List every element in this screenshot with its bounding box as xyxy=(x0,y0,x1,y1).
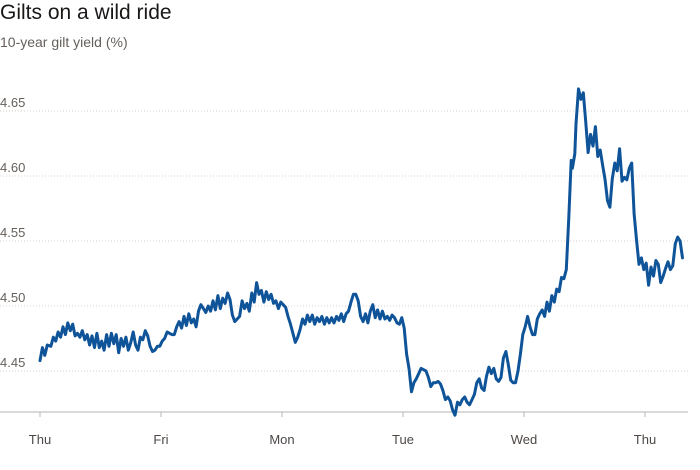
x-tick-label: Wed xyxy=(511,432,538,447)
y-tick-label: 4.60 xyxy=(0,160,25,175)
x-tick-label: Thu xyxy=(29,432,51,447)
gridlines xyxy=(0,110,688,372)
chart-subtitle: 10-year gilt yield (%) xyxy=(0,34,128,50)
series xyxy=(38,87,684,417)
chart-title: Gilts on a wild ride xyxy=(0,1,172,24)
y-axis-labels: 4.45 4.50 4.55 4.60 4.65 xyxy=(0,95,25,370)
y-tick-label: 4.55 xyxy=(0,225,25,240)
y-tick-label: 4.45 xyxy=(0,355,25,370)
y-tick-label: 4.65 xyxy=(0,95,25,110)
x-axis xyxy=(0,411,688,417)
y-tick-label: 4.50 xyxy=(0,290,25,305)
series-line xyxy=(38,87,684,417)
x-tick-label: Thu xyxy=(634,432,656,447)
x-tick-label: Tue xyxy=(392,432,414,447)
x-tick-label: Mon xyxy=(269,432,294,447)
x-axis-labels: Thu Fri Mon Tue Wed Thu xyxy=(29,432,656,447)
x-tick-label: Fri xyxy=(153,432,168,447)
